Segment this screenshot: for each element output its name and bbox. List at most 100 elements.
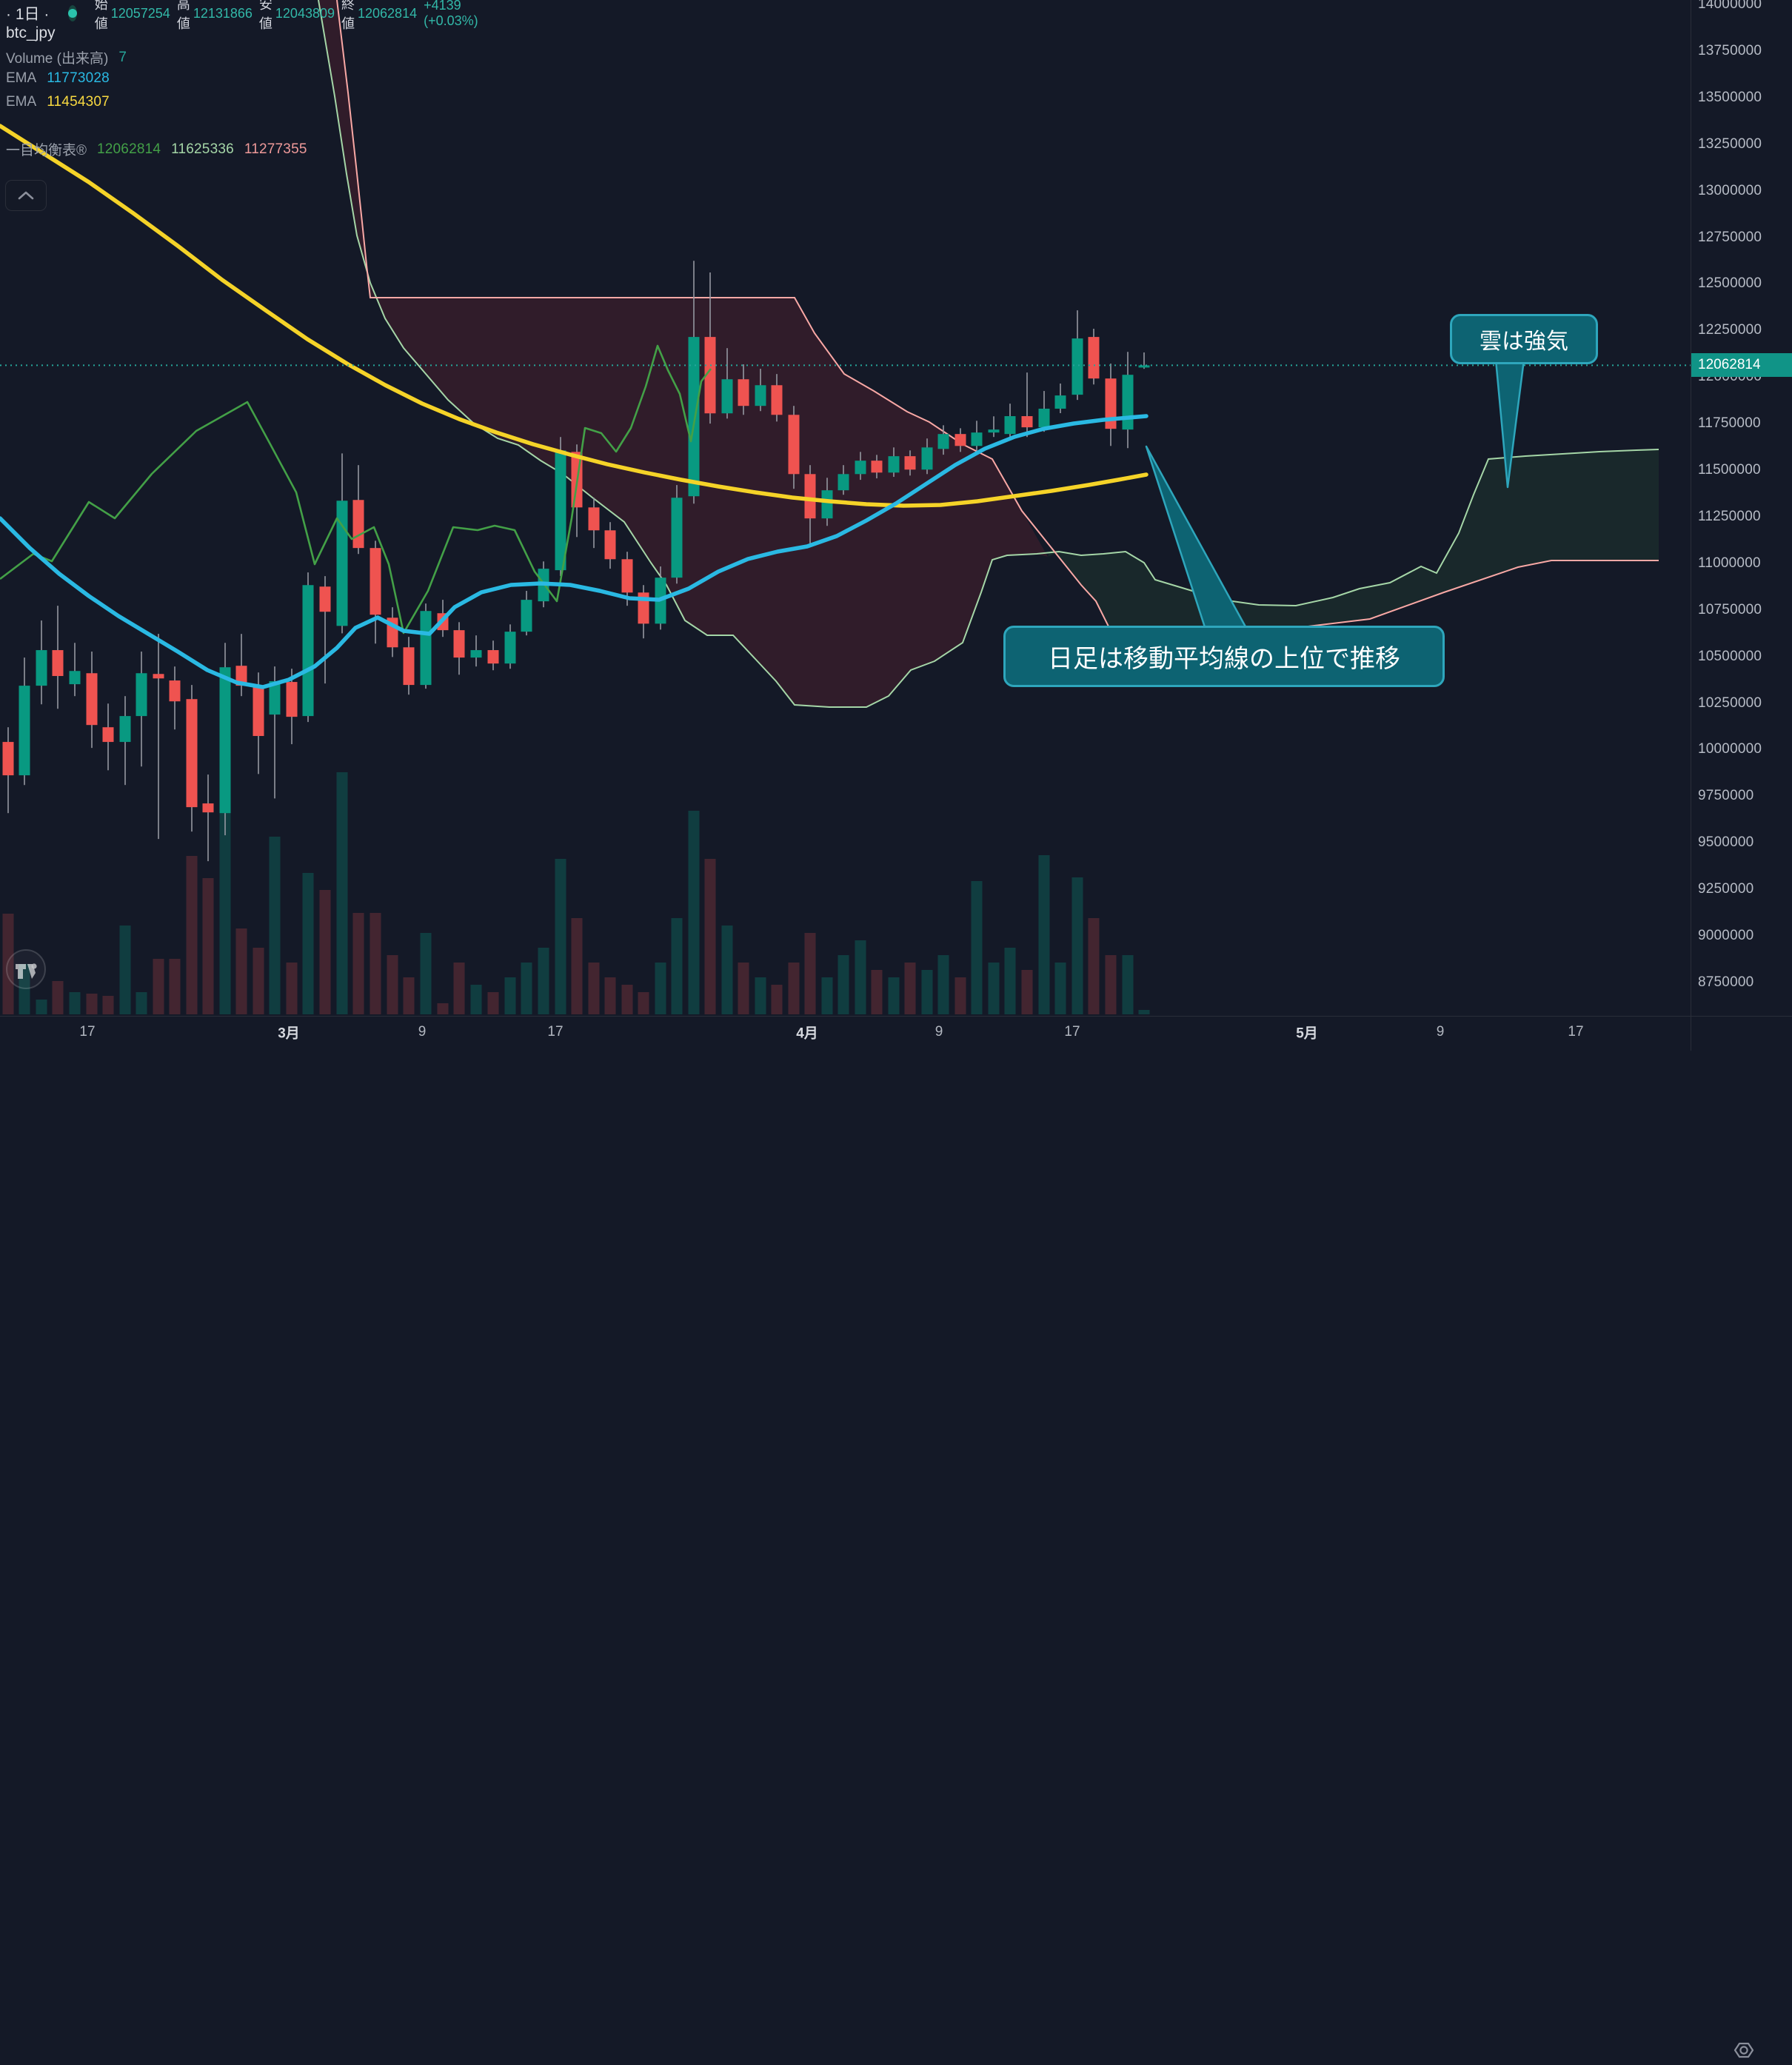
volume-bar [604,977,616,1014]
candle-up [336,501,348,626]
volume-bar [638,992,649,1014]
legend-row-0[interactable]: Volume (出来高) 7 [6,47,127,67]
chart-pane[interactable] [0,0,1691,1016]
candle-down [186,699,198,808]
candle-up [971,432,983,446]
candle-down [2,742,14,776]
candle-down [352,500,364,549]
volume-bar [838,955,849,1014]
candle-down [153,674,164,679]
callout-above-ma-text: 日足は移動平均線の上位で推移 [1048,645,1400,673]
low-label: 安値 [258,0,273,31]
legend-row-value: 11454307 [47,94,110,110]
volume-bar [136,992,147,1014]
volume-bar [1054,963,1066,1014]
price-tick-label: 12250000 [1698,322,1762,338]
legend-row-value: 7 [118,49,127,65]
volume-bar [1105,955,1117,1014]
volume-bar [1071,877,1083,1014]
volume-bar [971,881,983,1014]
volume-bar [1021,970,1033,1014]
legend-row-2[interactable]: EMA 11454307 [6,94,110,110]
time-tick-label: 17 [1568,1024,1584,1040]
volume-bar [387,955,398,1014]
legend-row-label: 一目均衡表® [6,143,87,158]
high-label: 高値 [176,0,190,31]
market-status-icon[interactable] [67,5,77,21]
candle-up [521,600,532,632]
candle-up [755,385,766,406]
legend-row-1[interactable]: EMA 11773028 [6,70,110,87]
volume-bar [453,963,465,1014]
price-tick-label: 9000000 [1698,928,1754,943]
volume-bar [804,933,816,1014]
candle-down [169,680,181,702]
candle-down [1021,416,1033,428]
volume-bar [370,913,381,1014]
time-tick-label: 9 [935,1024,943,1040]
volume-bar [102,996,114,1014]
candle-down [804,474,816,519]
candle-up [36,650,47,686]
volume-bar [286,963,298,1014]
volume-bar [1088,918,1100,1014]
ema-slow-line [0,124,1149,508]
candle-up [838,474,849,491]
legend-collapse-button[interactable] [5,180,47,211]
candle-down [319,586,331,612]
legend-row-3[interactable]: 一目均衡表® 12062814 11625336 11277355 [6,139,307,159]
volume-bar [771,985,783,1014]
callout-cloud-bullish[interactable]: 雲は強気 [1450,314,1598,364]
candle-up [888,456,900,473]
ema-fast-line [0,414,1149,689]
price-axis[interactable]: 14000000 13750000 13500000 13250000 13000000… [1691,0,1792,1016]
tradingview-logo-icon [6,949,46,989]
chikou-span-line [0,344,712,635]
volume-bar [538,948,549,1014]
price-tick-label: 10250000 [1698,695,1762,711]
candle-down [286,682,298,717]
volume-bar [1038,855,1050,1014]
candle-up [855,461,866,475]
volume-bar [521,963,532,1014]
time-tick-label: 9 [1436,1024,1445,1040]
volume-bar [588,963,600,1014]
time-axis[interactable]: 17 3月 9 17 4月 9 17 5月 9 17 [0,1016,1792,2058]
legend-row-label: EMA [6,94,37,110]
callout-cloud-bullish-text: 雲は強気 [1480,329,1568,354]
volume-bar [2,914,14,1014]
candle-up [1071,338,1083,395]
time-tick-label: 5月 [1296,1025,1318,1042]
volume-bar [36,1000,47,1014]
candlestick-chart[interactable] [0,0,1691,1016]
axis-settings-button[interactable] [1733,2039,1755,2065]
price-tick-label: 13000000 [1698,182,1762,198]
volume-bar [219,807,231,1014]
candle-down [52,650,64,677]
volume-bar [555,859,566,1014]
volume-bar [738,963,749,1014]
time-tick-label: 9 [418,1024,427,1040]
candle-down [771,385,783,415]
symbol-title[interactable]: bitbank · 1日 · btc_jpy [6,0,56,41]
open-value: 12057254 [110,5,170,21]
volume-bar [671,918,683,1014]
candle-down [788,415,800,475]
volume-bar [904,963,916,1014]
legend-row-value: 11625336 [171,141,234,157]
volume-bar [302,873,314,1014]
price-tick-label: 11250000 [1698,508,1761,524]
price-tick-label: 12750000 [1698,229,1762,245]
candle-down [871,461,883,473]
volume-bar [69,992,81,1014]
ichimoku-cloud-bearish [318,0,1048,707]
close-label: 終値 [341,0,355,31]
price-tick-label: 12500000 [1698,275,1762,292]
candle-up [1122,375,1134,430]
volume-bar [821,977,833,1014]
tradingview-logo[interactable] [4,948,47,994]
candle-up [988,429,1000,433]
callout-above-ma[interactable]: 日足は移動平均線の上位で推移 [1003,626,1445,687]
